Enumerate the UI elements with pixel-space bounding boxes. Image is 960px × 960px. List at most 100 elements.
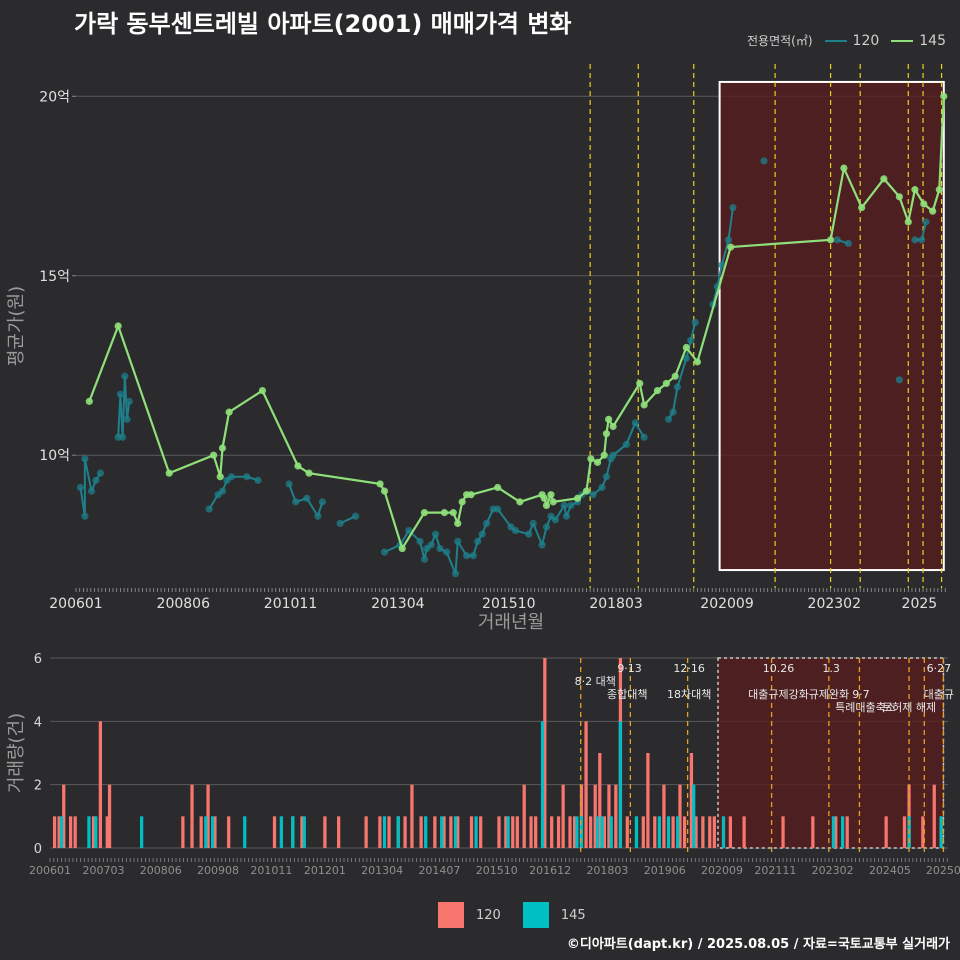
bar-120 bbox=[584, 721, 588, 848]
data-point-145 bbox=[165, 469, 173, 477]
bar-145 bbox=[666, 816, 671, 848]
series-segment-120 bbox=[716, 264, 723, 287]
policy-annotation: 6·27 bbox=[927, 662, 952, 675]
policy-annotation: 10.26 bbox=[763, 662, 795, 675]
data-point-120 bbox=[416, 537, 424, 545]
bar-x-tick-label: 200703 bbox=[82, 864, 124, 877]
bar-145 bbox=[440, 816, 444, 848]
data-point-120 bbox=[314, 512, 322, 520]
x-tick-label: 201803 bbox=[589, 596, 642, 612]
data-point-120 bbox=[125, 397, 133, 405]
bar-120 bbox=[91, 816, 96, 848]
legend-bottom: 120 145 bbox=[438, 902, 608, 928]
data-point-145 bbox=[540, 494, 548, 502]
x-tick-label: 201304 bbox=[371, 596, 425, 612]
bar-120 bbox=[550, 816, 554, 848]
bar-120 bbox=[568, 816, 572, 848]
data-point-120 bbox=[567, 501, 575, 510]
bar-x-tick-label: 202302 bbox=[812, 864, 854, 877]
bar-145 bbox=[579, 816, 584, 848]
bar-120 bbox=[902, 816, 907, 848]
bar-120 bbox=[62, 784, 66, 848]
bar-120 bbox=[52, 816, 57, 848]
data-point-145 bbox=[582, 487, 591, 495]
data-point-145 bbox=[895, 193, 903, 201]
data-point-120 bbox=[76, 483, 85, 492]
data-point-145 bbox=[935, 186, 943, 194]
data-point-120 bbox=[562, 512, 571, 520]
bar-120 bbox=[504, 816, 508, 848]
x-axis-title: 거래년월 bbox=[478, 612, 544, 633]
bar-120 bbox=[598, 753, 602, 848]
data-point-120 bbox=[405, 526, 413, 535]
policy-annotation: 12·16 bbox=[673, 662, 705, 675]
highlight-box bbox=[718, 80, 945, 572]
bar-120 bbox=[387, 816, 391, 848]
data-point-145 bbox=[940, 92, 948, 100]
y-tick-label: 15억 bbox=[39, 269, 70, 285]
legend-box-145 bbox=[522, 902, 549, 928]
data-point-120 bbox=[609, 451, 617, 459]
bar-120 bbox=[689, 753, 694, 848]
data-point-120 bbox=[833, 236, 841, 244]
bar-120 bbox=[410, 784, 414, 848]
data-point-120 bbox=[463, 552, 471, 560]
data-point-120 bbox=[380, 548, 389, 556]
data-point-145 bbox=[494, 483, 502, 492]
bar-y-tick-label: 2 bbox=[34, 779, 42, 794]
bar-120 bbox=[323, 816, 327, 848]
data-point-145 bbox=[218, 444, 227, 452]
data-point-120 bbox=[336, 519, 344, 527]
data-point-120 bbox=[895, 376, 903, 384]
policy-annotation: 특례대출축소 bbox=[835, 701, 896, 714]
bar-145 bbox=[657, 816, 661, 848]
data-point-120 bbox=[81, 455, 89, 463]
policy-annotation: 9·13 bbox=[617, 662, 642, 675]
bar-120 bbox=[561, 784, 565, 848]
data-point-145 bbox=[305, 469, 313, 477]
bar-120 bbox=[625, 816, 629, 848]
bar-145 bbox=[204, 816, 208, 848]
data-point-120 bbox=[687, 336, 695, 344]
data-point-120 bbox=[474, 537, 482, 545]
legend-swatch-145 bbox=[891, 39, 914, 42]
bar-145 bbox=[506, 816, 510, 848]
bar-120 bbox=[364, 816, 368, 848]
bar-145 bbox=[453, 816, 458, 848]
data-point-120 bbox=[123, 415, 131, 423]
bar-120 bbox=[834, 816, 838, 848]
data-point-145 bbox=[636, 379, 644, 388]
bar-145 bbox=[211, 816, 215, 848]
data-point-145 bbox=[920, 200, 928, 208]
bar-145 bbox=[291, 816, 295, 848]
bar-120 bbox=[653, 816, 657, 848]
data-point-120 bbox=[718, 261, 726, 269]
bar-120 bbox=[662, 784, 666, 848]
bar-120 bbox=[534, 816, 538, 848]
bar-120 bbox=[515, 816, 519, 848]
data-point-145 bbox=[671, 372, 679, 380]
bar-120 bbox=[107, 784, 112, 848]
data-point-120 bbox=[511, 526, 520, 535]
data-point-120 bbox=[551, 516, 559, 524]
bar-120 bbox=[227, 816, 231, 848]
data-point-120 bbox=[469, 552, 477, 560]
bar-x-tick-label: 201011 bbox=[250, 864, 292, 877]
bar-x-tick-label: 201510 bbox=[476, 864, 518, 877]
bar-120 bbox=[845, 816, 849, 848]
bar-145 bbox=[302, 816, 306, 848]
bar-120 bbox=[73, 816, 77, 848]
data-point-120 bbox=[664, 415, 673, 423]
data-point-120 bbox=[427, 541, 435, 549]
legend-bottom-label-145: 145 bbox=[560, 907, 586, 923]
bar-120 bbox=[469, 816, 474, 848]
bar-x-tick-label: 200806 bbox=[140, 864, 182, 877]
bar-120 bbox=[449, 816, 453, 848]
bar-120 bbox=[884, 816, 888, 848]
bar-145 bbox=[575, 816, 579, 848]
bar-120 bbox=[708, 816, 712, 848]
data-point-145 bbox=[225, 408, 233, 416]
data-point-145 bbox=[609, 422, 617, 431]
data-point-120 bbox=[494, 505, 502, 513]
bar-120 bbox=[206, 784, 210, 848]
